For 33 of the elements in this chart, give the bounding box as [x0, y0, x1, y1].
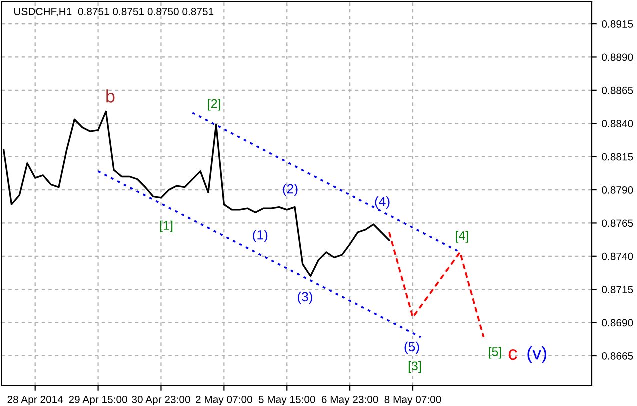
x-tick-label: 8 May 07:00	[384, 396, 442, 406]
annotation: [4]	[456, 231, 468, 243]
y-tick-label: 0.8665	[602, 352, 634, 360]
annotation: b	[106, 90, 115, 103]
x-tick-label: 30 Apr 23:00	[132, 396, 190, 406]
x-tick-label: 6 May 23:00	[322, 396, 378, 406]
annotation: [1]	[160, 220, 173, 232]
chart-title: USDCHF,H1 0.8751 0.8751 0.8750 0.8751	[14, 8, 214, 17]
annotation: (5)	[404, 342, 420, 354]
y-tick-label: 0.8715	[602, 286, 634, 294]
y-tick-label: 0.8690	[602, 319, 634, 327]
x-tick-label: 5 May 15:00	[258, 396, 316, 406]
x-tick-label: 29 Apr 15:00	[69, 396, 128, 406]
annotation: (3)	[298, 292, 312, 304]
x-tick-label: 28 Apr 2014	[8, 396, 64, 406]
y-tick-label: 0.8890	[602, 54, 634, 62]
annotation: c	[508, 349, 518, 360]
annotation: (2)	[283, 184, 298, 196]
y-tick-label: 0.8840	[602, 120, 634, 128]
y-tick-label: 0.8865	[602, 86, 634, 94]
annotation: (1)	[253, 230, 268, 242]
annotation: (4)	[375, 196, 390, 209]
y-tick-label: 0.8815	[602, 153, 634, 161]
y-tick-label: 0.8740	[602, 252, 634, 260]
annotation: [3]	[408, 361, 422, 374]
annotation: [2]	[208, 99, 220, 111]
y-tick-label: 0.8790	[602, 186, 634, 194]
y-tick-label: 0.8765	[602, 220, 634, 228]
x-tick-label: 2 May 07:00	[196, 396, 252, 406]
line-series	[388, 232, 485, 338]
annotation: [5]	[489, 347, 502, 359]
annotation: (v)	[528, 346, 547, 364]
y-tick-label: 0.8915	[602, 20, 634, 28]
